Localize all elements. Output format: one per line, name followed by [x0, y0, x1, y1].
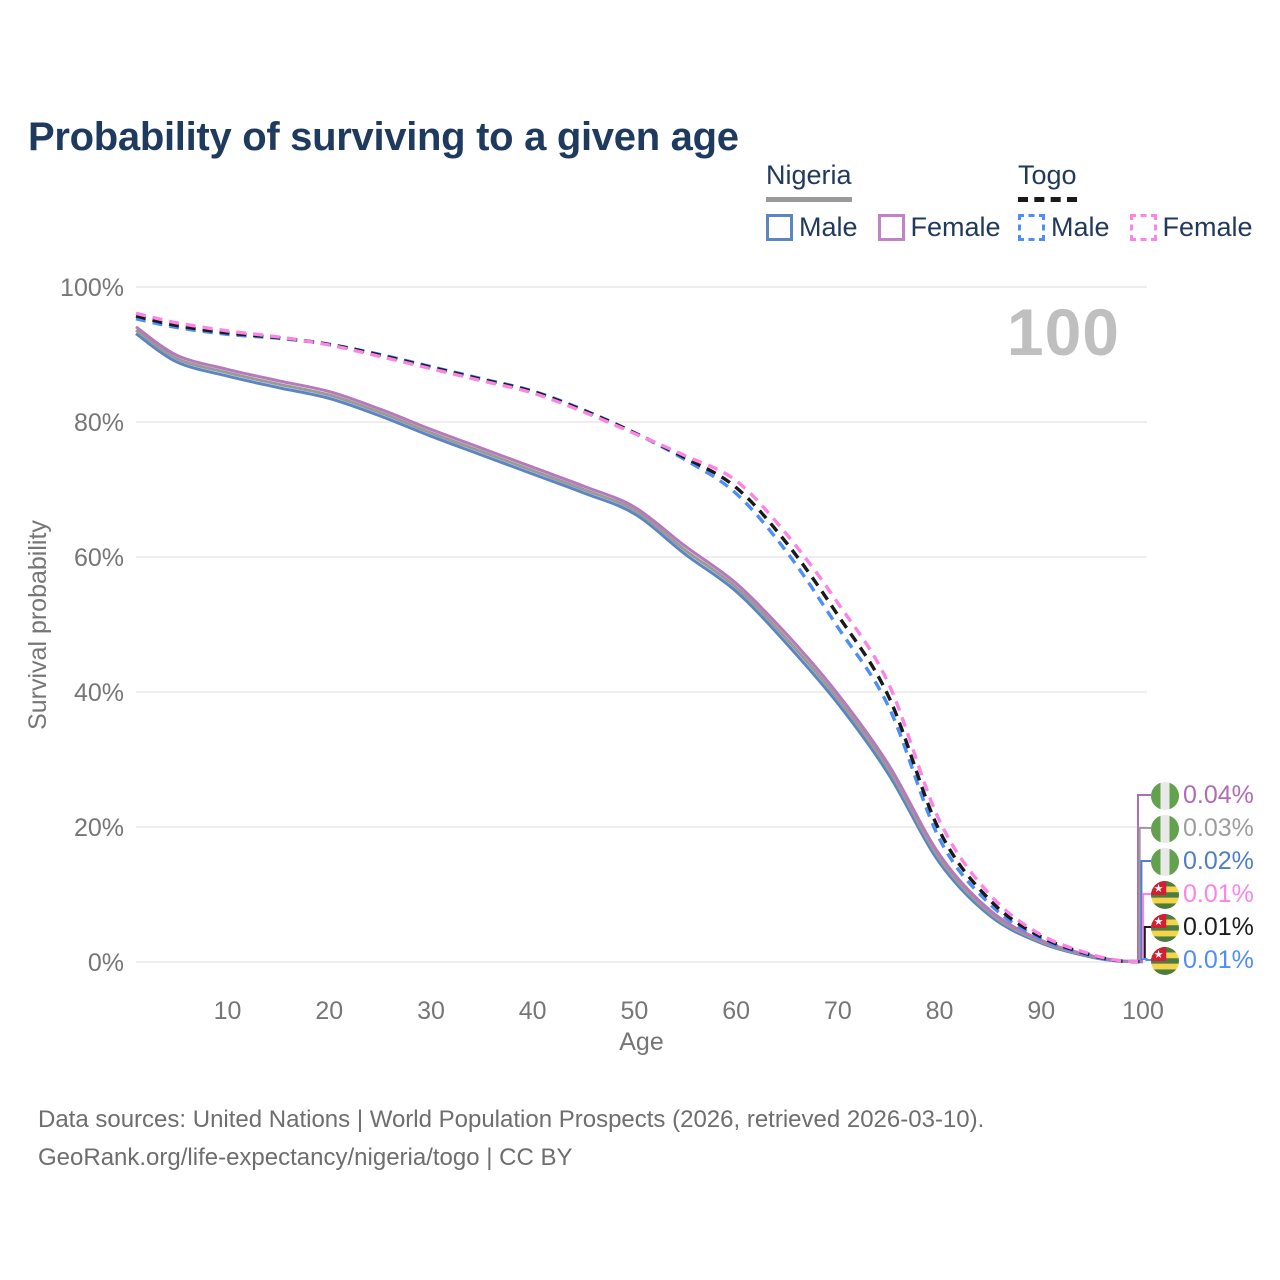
x-tick-label: 10	[214, 997, 242, 1025]
x-tick-label: 20	[315, 997, 343, 1025]
togo-male-swatch-icon[interactable]	[1018, 214, 1045, 241]
footer-data-sources: Data sources: United Nations | World Pop…	[38, 1106, 985, 1133]
end-label-value: 0.04%	[1183, 781, 1254, 809]
y-tick-label: 100%	[60, 274, 124, 302]
end-label-value: 0.01%	[1183, 880, 1254, 908]
togo-female-swatch-icon[interactable]	[1129, 214, 1157, 241]
series-line-nigeria-male[interactable]	[135, 332, 1144, 964]
y-tick-label: 20%	[74, 814, 124, 842]
series-line-nigeria-female[interactable]	[135, 325, 1144, 964]
series-line-nigeria[interactable]	[135, 328, 1144, 964]
nigeria-flag-icon	[1151, 815, 1179, 843]
end-label-row-togo: 0.01%	[1151, 913, 1254, 942]
x-axis-title: Age	[619, 1028, 663, 1056]
footer: Data sources: United Nations | World Pop…	[38, 1101, 984, 1177]
x-tick-label: 50	[621, 997, 649, 1025]
nigeria-female-swatch-icon[interactable]	[877, 214, 905, 241]
togo-flag-icon	[1151, 947, 1179, 975]
y-tick-label: 80%	[74, 409, 124, 437]
x-tick-label: 30	[417, 997, 445, 1025]
end-label-value: 0.03%	[1183, 814, 1254, 842]
legend-group-nigeria: Nigeria Male Female	[766, 162, 1021, 243]
legend-group-togo: Togo Male Female	[1018, 162, 1273, 243]
x-tick-label: 60	[722, 997, 750, 1025]
series-line-togo-female[interactable]	[135, 311, 1144, 964]
footer-attribution-link[interactable]: GeoRank.org/life-expectancy/nigeria/togo…	[38, 1144, 573, 1171]
x-tick-label: 70	[824, 997, 852, 1025]
chart-title: Probability of surviving to a given age	[28, 114, 739, 159]
end-label-value: 0.01%	[1183, 946, 1254, 974]
end-label-row-nigeria-female: 0.04%	[1151, 781, 1254, 810]
nigeria-flag-icon	[1151, 782, 1179, 810]
end-label-row-togo-male: 0.01%	[1151, 946, 1254, 975]
y-tick-label: 60%	[74, 544, 124, 572]
x-tick-label: 80	[926, 997, 954, 1025]
series-line-togo-male[interactable]	[135, 317, 1144, 964]
togo-flag-icon	[1151, 914, 1179, 942]
series-end-labels: 0.04% 0.03% 0.02% 0.01% 0.01% 0.01%	[1151, 0, 1280, 1280]
y-tick-label: 0%	[88, 949, 124, 977]
hovered-age-watermark: 100	[1006, 295, 1120, 369]
nigeria-female-label[interactable]: Female	[910, 212, 1001, 242]
togo-flag-icon	[1151, 881, 1179, 909]
nigeria-flag-icon	[1151, 848, 1179, 876]
nigeria-male-label[interactable]: Male	[799, 212, 858, 242]
series-line-togo[interactable]	[135, 314, 1144, 964]
leader-line	[1143, 958, 1151, 961]
nigeria-male-swatch-icon[interactable]	[766, 214, 793, 241]
end-label-row-nigeria-male: 0.02%	[1151, 847, 1254, 876]
togo-male-label[interactable]: Male	[1051, 212, 1110, 242]
x-tick-label: 90	[1027, 997, 1055, 1025]
togo-female-label[interactable]: Female	[1162, 212, 1253, 242]
leader-line	[1143, 926, 1151, 960]
y-axis-title: Survival probability	[24, 520, 52, 730]
x-tick-label: 100	[1122, 997, 1164, 1025]
end-label-row-togo-female: 0.01%	[1151, 880, 1254, 909]
x-tick-label: 40	[519, 997, 547, 1025]
y-tick-label: 40%	[74, 679, 124, 707]
end-label-value: 0.02%	[1183, 847, 1254, 875]
end-label-value: 0.01%	[1183, 913, 1254, 941]
end-label-row-nigeria: 0.03%	[1151, 814, 1254, 843]
legend-header-togo[interactable]: Togo	[1018, 162, 1077, 202]
legend-header-nigeria[interactable]: Nigeria	[766, 162, 852, 202]
